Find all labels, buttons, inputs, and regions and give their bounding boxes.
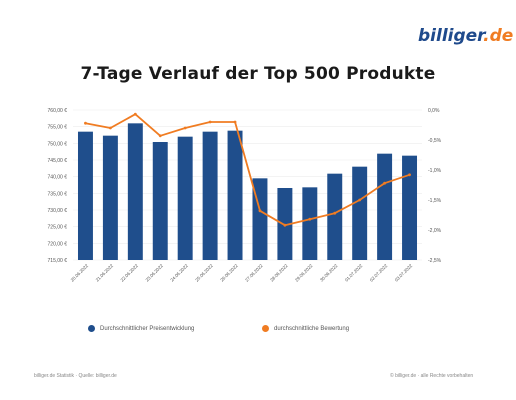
bar [177, 136, 193, 260]
billiger-logo: billiger.de [418, 26, 514, 46]
y-right-tick-label: -2,5% [428, 258, 442, 264]
bar [127, 123, 143, 260]
line-point [183, 126, 187, 130]
x-tick-label: 20.06.2022 [70, 263, 90, 283]
x-tick-label: 23.06.2022 [144, 263, 164, 283]
y-left-tick-label: 755,00 € [48, 125, 68, 131]
line-point [383, 181, 387, 185]
y-left-tick-label: 730,00 € [48, 208, 68, 214]
x-tick-label: 29.06.2022 [294, 263, 314, 283]
bar [102, 135, 118, 260]
legend-label-bars: Durchschnittlicher Preisentwicklung [100, 325, 195, 332]
legend-label-line: durchschnittliche Bewertung [274, 325, 350, 332]
legend-item-bars: Durchschnittlicher Preisentwicklung [88, 325, 194, 332]
bar [202, 131, 218, 260]
line-point [233, 120, 237, 124]
x-tick-label: 30.06.2022 [319, 263, 339, 283]
line-point [283, 223, 287, 227]
y-left-tick-label: 760,00 € [48, 108, 68, 114]
line-point [333, 211, 337, 215]
x-tick-label: 02.07.2022 [369, 263, 389, 283]
bar [227, 130, 243, 260]
bar [352, 166, 368, 260]
y-right-tick-label: 0,0% [428, 108, 440, 114]
y-right-tick-label: -1,5% [428, 198, 442, 204]
legend-item-line: durchschnittliche Bewertung [262, 325, 349, 332]
legend-marker-line [262, 325, 269, 332]
line-point [408, 173, 411, 177]
y-left-tick-label: 750,00 € [48, 141, 68, 147]
y-left-tick-label: 740,00 € [48, 175, 68, 181]
y-left-tick-label: 720,00 € [48, 241, 68, 247]
x-tick-label: 21.06.2022 [95, 263, 115, 283]
x-tick-label: 03.07.2022 [394, 263, 414, 283]
bar [302, 187, 318, 260]
line-point [208, 120, 212, 124]
y-left-tick-label: 725,00 € [48, 225, 68, 231]
line-point [133, 112, 137, 116]
y-right-tick-label: -2,0% [428, 228, 442, 234]
bar [402, 155, 418, 260]
line-point [84, 121, 87, 125]
x-tick-label: 22.06.2022 [120, 263, 140, 283]
legend-marker-bars [88, 325, 95, 332]
y-left-tick-label: 735,00 € [48, 191, 68, 197]
line-point [158, 134, 162, 138]
bar [327, 173, 343, 260]
line-point [108, 126, 112, 130]
bar [152, 142, 168, 260]
footer-left: billiger.de Statistik · Quelle: billiger… [34, 373, 117, 379]
x-tick-label: 26.06.2022 [219, 263, 239, 283]
line-point [358, 198, 362, 202]
series-line [85, 113, 410, 227]
chart-title: 7-Tage Verlauf der Top 500 Produkte [80, 64, 436, 84]
y-right-tick-label: -1,0% [428, 168, 442, 174]
bar [77, 131, 93, 260]
line-point [258, 209, 262, 213]
bar [377, 153, 393, 260]
x-tick-label: 27.06.2022 [244, 263, 264, 283]
y-left-tick-label: 745,00 € [48, 158, 68, 164]
x-tick-label: 25.06.2022 [194, 263, 214, 283]
line-point [308, 217, 312, 221]
x-tick-label: 24.06.2022 [169, 263, 189, 283]
y-left-tick-label: 715,00 € [48, 258, 68, 264]
footer-right: © billiger.de · alle Rechte vorbehalten [390, 373, 474, 379]
x-tick-label: 01.07.2022 [344, 263, 364, 283]
x-tick-label: 28.06.2022 [269, 263, 289, 283]
y-right-tick-label: -0,5% [428, 138, 442, 144]
